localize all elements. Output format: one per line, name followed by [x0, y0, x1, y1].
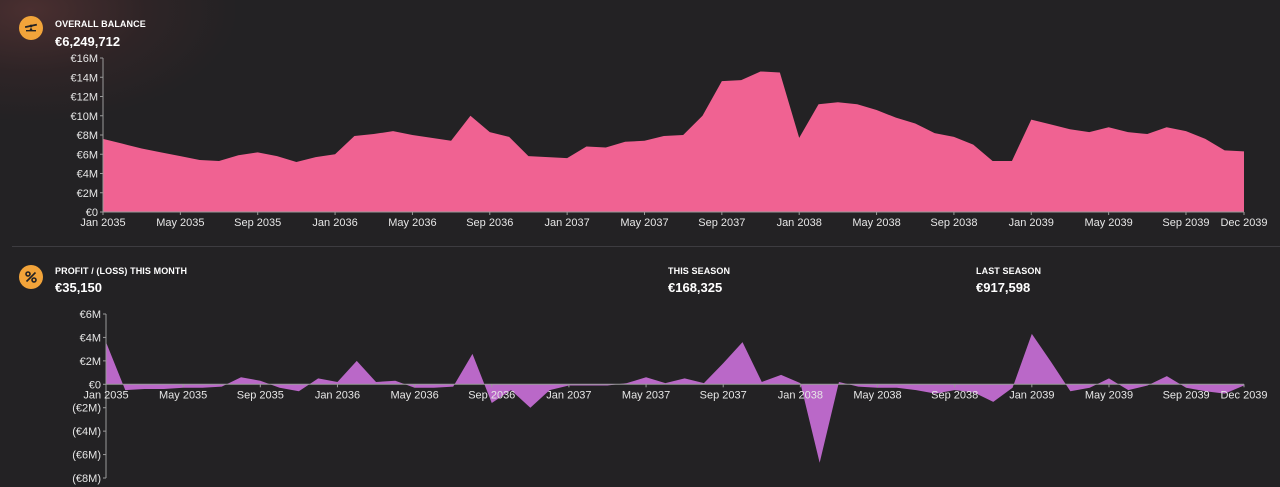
y-tick-label: €0 [89, 379, 101, 391]
x-tick-label: Sep 2037 [700, 389, 747, 401]
x-tick-label: May 2035 [156, 217, 204, 229]
y-tick-label: €8M [77, 130, 98, 142]
overall-balance-panel: OVERALL BALANCE €6,249,712 €16M €14M €12M €… [19, 16, 1268, 229]
balance-value: €6,249,712 [55, 34, 121, 49]
y-tick-label: €16M [70, 53, 98, 65]
x-tick-label: May 2036 [390, 389, 438, 401]
x-tick-label: Jan 2036 [312, 217, 357, 229]
profit-label: PROFIT / (LOSS) THIS MONTH [55, 266, 188, 276]
x-tick-label: May 2038 [852, 217, 900, 229]
x-tick-label: Sep 2035 [234, 217, 281, 229]
x-tick-label: Jan 2038 [778, 389, 823, 401]
x-tick-label: Sep 2039 [1162, 217, 1209, 229]
x-tick-label: Jan 2037 [546, 389, 591, 401]
x-tick-label: May 2036 [388, 217, 436, 229]
x-tick-label: Sep 2037 [698, 217, 745, 229]
x-tick-label: May 2038 [853, 389, 901, 401]
last-season-label: LAST SEASON [976, 266, 1042, 276]
x-tick-label: Sep 2038 [930, 217, 977, 229]
x-tick-label: Sep 2039 [1163, 389, 1210, 401]
y-tick-label: €6M [77, 149, 98, 161]
this-season-value: €168,325 [668, 280, 723, 295]
y-tick-label: (€2M) [72, 403, 101, 415]
y-tick-label: €4M [80, 332, 101, 344]
x-tick-label: Jan 2037 [545, 217, 590, 229]
panel-divider [12, 246, 1280, 247]
y-tick-label: €12M [70, 92, 98, 104]
x-tick-label: Jan 2039 [1009, 389, 1054, 401]
balance-label: OVERALL BALANCE [55, 19, 146, 29]
x-tick-label: Sep 2036 [468, 389, 515, 401]
profit-loss-panel: PROFIT / (LOSS) THIS MONTH €35,150 THIS … [0, 248, 1280, 487]
y-tick-label: €2M [80, 356, 101, 368]
x-tick-label: Jan 2038 [777, 217, 822, 229]
x-tick-label: Jan 2035 [83, 389, 128, 401]
x-tick-label: May 2039 [1084, 217, 1132, 229]
y-tick-label: (€8M) [72, 473, 101, 485]
series-area [103, 71, 1244, 212]
x-tick-label: Dec 2039 [1220, 389, 1267, 401]
x-tick-label: Sep 2035 [237, 389, 284, 401]
x-tick-label: Sep 2038 [931, 389, 978, 401]
percent-icon [19, 265, 43, 289]
x-tick-label: Dec 2039 [1220, 217, 1267, 229]
this-season-label: THIS SEASON [668, 266, 731, 276]
x-tick-label: Jan 2039 [1009, 217, 1054, 229]
balance-scale-icon [19, 16, 43, 40]
x-tick-label: May 2037 [622, 389, 670, 401]
x-tick-label: May 2035 [159, 389, 207, 401]
y-tick-label: €14M [70, 72, 98, 84]
y-tick-label: €6M [80, 309, 101, 321]
x-tick-label: Sep 2036 [466, 217, 513, 229]
x-tick-label: May 2039 [1085, 389, 1133, 401]
y-tick-label: €0 [86, 207, 98, 219]
y-tick-label: (€6M) [72, 450, 101, 462]
x-tick-label: May 2037 [620, 217, 668, 229]
y-tick-label: €10M [70, 111, 98, 123]
last-season-value: €917,598 [976, 280, 1031, 295]
y-tick-label: (€4M) [72, 426, 101, 438]
y-tick-label: €4M [77, 169, 98, 181]
y-tick-label: €2M [77, 188, 98, 200]
x-tick-label: Jan 2036 [315, 389, 360, 401]
profit-value: €35,150 [55, 280, 102, 295]
x-tick-label: Jan 2035 [80, 217, 125, 229]
profit-chart: €6M €4M €2M €0 (€2M) (€4M) (€6M) (€8M) Jan 2035 M… [72, 309, 1267, 485]
